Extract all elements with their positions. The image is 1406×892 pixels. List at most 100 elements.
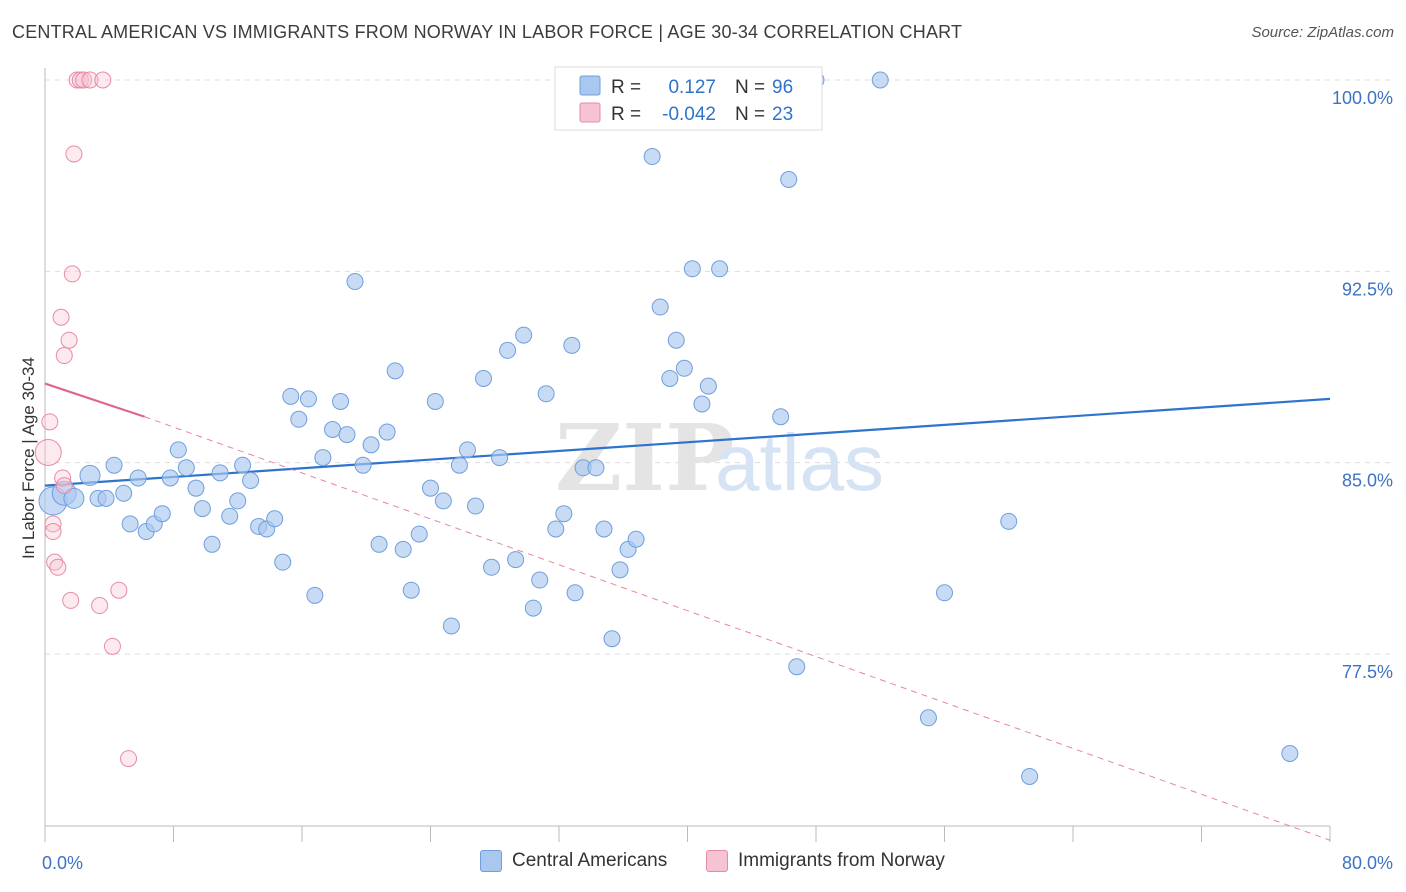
data-point-central-american [63,487,85,509]
data-point-central-american [667,331,685,349]
y-tick-label: 85.0% [1342,471,1393,491]
data-points [34,71,1299,785]
data-point-central-american [555,505,573,523]
data-point-central-american [229,492,247,510]
data-point-central-american [410,525,428,543]
data-point-central-american [79,464,101,486]
data-point-central-american [370,535,388,553]
data-point-central-american [491,449,509,467]
legend-item-central-americans: Central Americans [480,850,667,872]
data-point-central-american [234,456,252,474]
data-point-central-american [378,423,396,441]
data-point-norway [91,597,109,615]
legend-r-label: R = [611,77,641,98]
data-point-norway [63,265,81,283]
data-point-central-american [115,484,133,502]
chart-title: CENTRAL AMERICAN VS IMMIGRANTS FROM NORW… [12,22,963,42]
data-point-central-american [169,441,187,459]
data-point-central-american [919,709,937,727]
trend-line-central-americans [44,397,1331,487]
data-point-central-american [354,456,372,474]
data-point-central-american [611,561,629,579]
data-point-central-american [121,515,139,533]
data-point-central-american [97,489,115,507]
data-point-norway [94,71,112,89]
data-point-central-american [699,377,717,395]
data-point-central-american [242,472,260,490]
data-point-central-american [211,464,229,482]
x-tick-label: 80.0% [1342,853,1393,873]
data-point-central-american [788,658,806,676]
data-point-central-american [221,507,239,525]
data-point-norway [62,591,80,609]
data-point-norway [110,581,128,599]
grid-lines [45,79,1393,655]
data-point-norway [81,71,99,89]
trend-line-norway [44,382,145,418]
watermark-zip: ZIP [555,404,734,512]
data-point-central-american [780,170,798,188]
data-point-central-american [524,599,542,617]
y-tick-label: 77.5% [1342,662,1393,682]
data-point-central-american [547,520,565,538]
correlation-legend: R = 0.127 N = 96 R = -0.042 N = 23 [554,66,823,131]
data-point-central-american [346,273,364,291]
series-legend: Central Americans Immigrants from Norway [0,850,1406,880]
y-tick-label: 100.0% [1332,88,1393,108]
data-point-central-american [332,392,350,410]
data-point-norway [75,71,93,89]
data-point-central-american [422,479,439,497]
data-point-central-american [871,71,889,89]
data-point-norway [55,477,73,495]
data-point-norway [65,145,83,163]
data-point-central-american [661,369,679,387]
data-point-norway [60,331,78,349]
data-point-central-american [324,421,342,439]
watermark-atlas: atlas [715,418,884,507]
data-point-norway [44,523,62,541]
data-point-central-american [386,362,404,380]
data-point-central-american [153,505,171,523]
data-point-central-american [314,449,332,467]
data-point-central-american [603,630,621,648]
data-point-central-american [187,479,205,497]
data-point-central-american [442,617,460,635]
data-point-central-american [711,260,729,278]
data-point-central-american [1000,512,1018,530]
data-point-central-american [475,369,493,387]
legend-swatch-pink [706,850,728,872]
legend-label: Immigrants from Norway [738,850,945,871]
data-point-central-american [338,426,356,444]
data-point-central-american [507,551,525,569]
legend-n-value: 96 [772,77,793,98]
data-point-central-american [426,392,444,410]
legend-swatch-pink [579,102,601,123]
data-point-central-american [675,359,693,377]
data-point-norway [103,637,121,655]
data-point-central-american [450,456,468,474]
data-point-central-american [499,341,517,359]
data-point-central-american [193,500,211,518]
data-point-central-american [1021,767,1039,785]
legend-n-label: N = [735,77,765,98]
data-point-central-american [434,492,452,510]
trend-lines [44,382,1331,841]
data-point-central-american [566,584,584,602]
legend-r-value: -0.042 [662,104,716,125]
data-point-central-american [587,459,605,477]
data-point-central-american [394,540,412,558]
data-point-central-american [772,408,790,426]
data-point-central-american [466,497,484,515]
data-point-norway [120,750,138,768]
data-point-central-american [266,510,284,528]
data-point-central-american [177,459,195,477]
legend-r-value: 0.127 [668,77,716,98]
data-point-central-american [299,390,317,408]
trend-line-norway-extension [144,416,1331,841]
data-point-central-american [595,520,613,538]
data-point-central-american [515,326,533,344]
legend-n-value: 23 [772,104,793,125]
legend-label: Central Americans [512,850,668,871]
data-point-central-american [531,571,549,589]
